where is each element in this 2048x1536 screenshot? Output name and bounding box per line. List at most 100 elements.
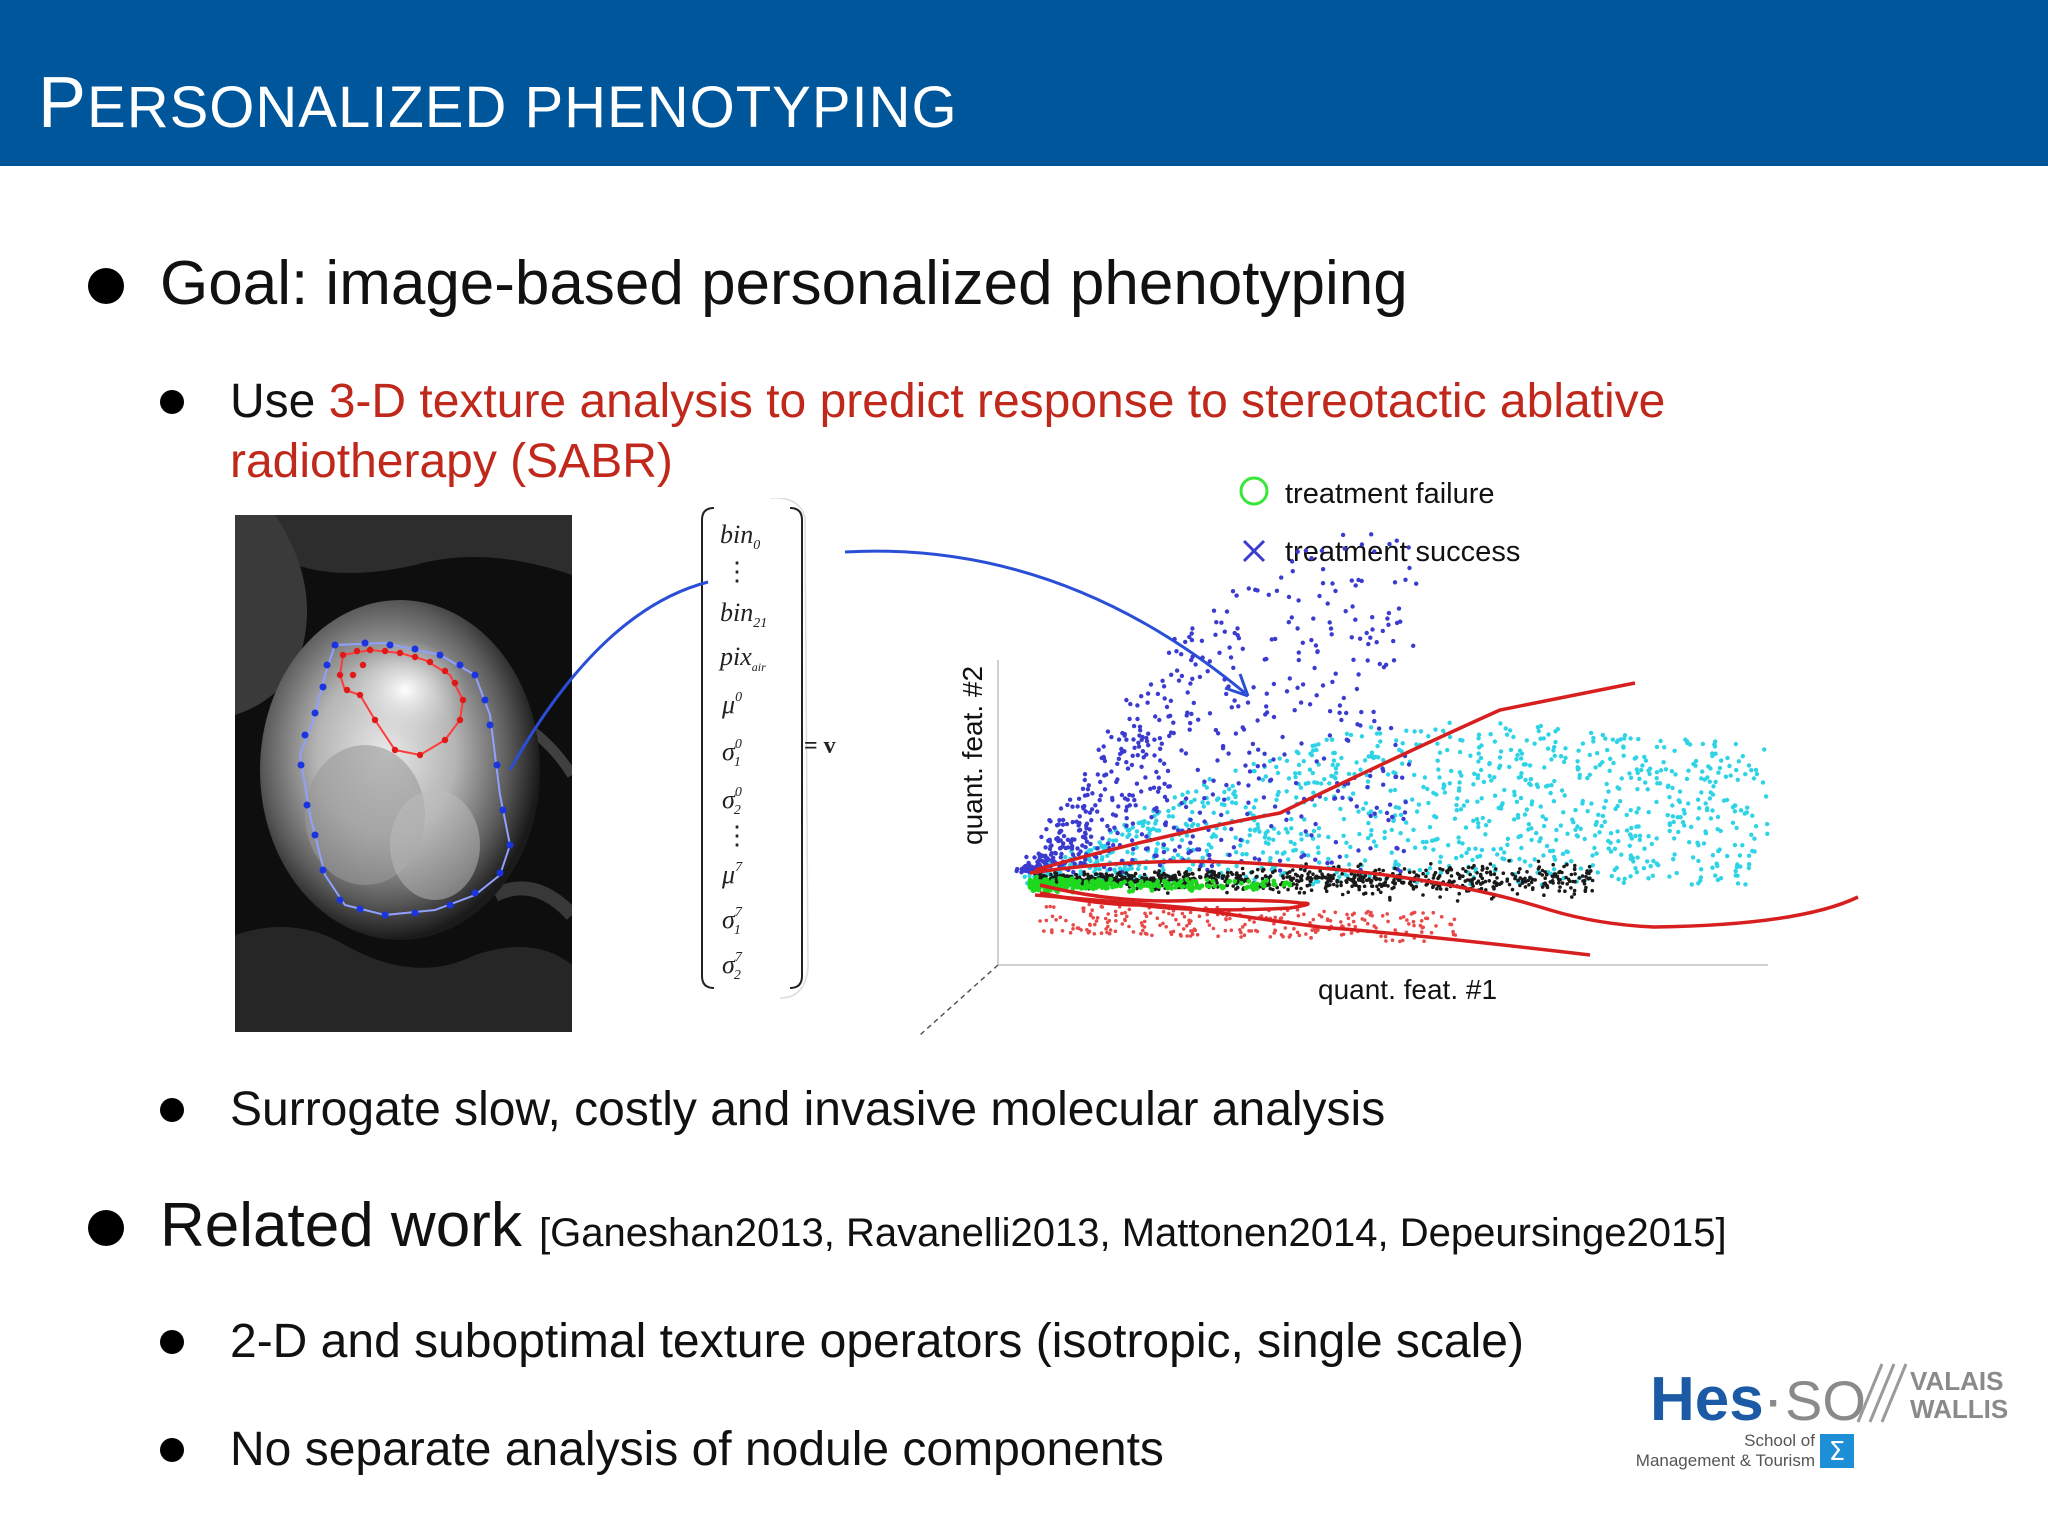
scatter-point [1516,878,1520,883]
scatter-point [1106,924,1110,929]
scatter-point [1401,848,1406,854]
scatter-point [1743,882,1748,887]
scatter-point [1224,917,1228,921]
scatter-point [1572,867,1577,872]
scatter-point [1059,883,1065,889]
scatter-point [1735,873,1740,878]
scatter-point [1359,709,1364,715]
scatter-point [1176,828,1181,833]
scatter-point [1600,760,1605,765]
scatter-point [1094,855,1099,860]
scatter-point [1128,701,1133,707]
scatter-point [1471,782,1476,787]
scatter-point [1094,919,1099,923]
scatter-point [1444,887,1449,891]
scatter-point [1710,865,1715,870]
scatter-point [1295,626,1300,631]
scatter-point [1236,880,1240,884]
scatter-point [1718,828,1723,834]
scatter-point [1750,848,1755,854]
scatter-point [1303,868,1307,873]
scatter-point [1386,622,1391,627]
scatter-point [1231,665,1236,670]
scatter-point [1309,637,1314,643]
scatter-point [1129,881,1134,887]
scatter-point [1108,928,1113,932]
scatter-point [1047,818,1052,823]
scatter-point [1197,810,1203,815]
scatter-point [1080,843,1085,848]
scatter-point [1422,845,1428,850]
scatter-point [1120,730,1125,736]
scatter-point [1732,809,1738,814]
scatter-point [1272,804,1278,809]
scatter-point [1158,746,1163,751]
scatter-point [1411,919,1416,924]
scatter-point [1391,638,1396,644]
scatter-point [1587,864,1592,869]
scatter-point [1268,935,1273,939]
scatter-point [1674,870,1679,876]
logo-sigma: Σ [1829,1437,1845,1467]
scatter-point [1536,728,1541,734]
scatter-point [1542,765,1547,770]
scatter-point [1306,875,1311,879]
scatter-point [1551,862,1555,867]
scatter-point [1086,931,1091,935]
scatter-point [1295,549,1300,554]
scatter-point [1130,753,1135,758]
scatter-point [1243,805,1248,810]
scatter-point [1557,881,1561,885]
scatter-point [1082,772,1088,777]
scatter-point [1107,873,1112,878]
scatter-point [1341,695,1346,701]
scatter-point [1295,930,1300,935]
scatter-point [1465,799,1470,804]
scatter-point [1179,748,1184,753]
scatter-point [1398,916,1403,920]
scatter-point [1266,592,1271,597]
scatter-point [1105,920,1110,925]
scatter-point [1551,867,1557,872]
scatter-point [1498,749,1504,754]
scatter-point [1210,873,1214,878]
scatter-point [1123,875,1127,880]
scatter-point [1194,789,1199,794]
scatter-point [1593,765,1598,770]
scatter-point [1142,805,1147,811]
scatter-point [1230,783,1235,789]
scatter-point [1369,828,1374,833]
scatter-point [1519,751,1525,756]
scatter-point [1145,691,1151,696]
scatter-point [1209,863,1215,869]
scatter-point [1348,732,1354,738]
scatter-point [1300,873,1304,878]
scatter-point [1481,779,1487,785]
scatter-point [1518,833,1523,839]
scatter-point [1159,741,1164,746]
scatter-point [1327,709,1333,714]
scatter-point [1492,880,1497,885]
scatter-point [1124,697,1129,703]
scatter-point [1734,865,1740,870]
scatter-point [1646,876,1651,881]
scatter-point [1145,932,1149,936]
scatter-point [1172,848,1178,853]
scatter-point [1195,883,1200,889]
scatter-point [1204,877,1210,883]
scatter-point [1365,779,1371,784]
scatter-point [1438,895,1442,899]
roi-red-points [336,646,467,759]
scatter-point [1475,871,1479,875]
scatter-point [1327,781,1332,786]
scatter-point [1371,839,1377,844]
scatter-point [1421,893,1425,897]
scatter-point [1377,661,1382,667]
scatter-point [1431,885,1435,890]
scatter-point [1058,915,1063,920]
scatter-point [1522,859,1528,864]
scatter-point [1672,836,1677,841]
scatter-point [1754,771,1760,777]
scatter-point [1468,753,1473,758]
scatter-point [1530,887,1535,892]
